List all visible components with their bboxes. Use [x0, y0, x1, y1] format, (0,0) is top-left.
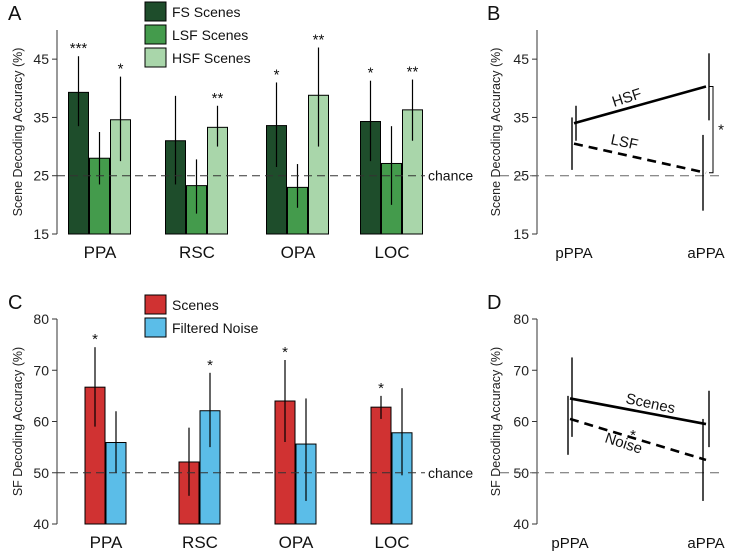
- significance-star: *: [274, 66, 280, 83]
- y-tick-label: 25: [33, 168, 49, 184]
- significance-star: *: [92, 331, 98, 348]
- legend-swatch: [144, 294, 167, 315]
- y-tick-label: 45: [33, 51, 49, 67]
- y-tick-label: 60: [513, 414, 529, 430]
- significance-bracket: [709, 86, 714, 174]
- significance-star: **: [313, 31, 325, 48]
- x-category-label: pPPA: [555, 245, 592, 262]
- y-tick-label: 15: [33, 226, 49, 242]
- y-tick-label: 35: [33, 109, 49, 125]
- panel-letter: D: [487, 292, 501, 314]
- significance-star: *: [630, 427, 636, 444]
- significance-star: *: [118, 61, 124, 78]
- x-category-label: LOC: [375, 243, 410, 262]
- x-category-label: OPA: [279, 533, 314, 552]
- series-line: [573, 85, 707, 125]
- panel-letter: C: [8, 292, 22, 314]
- significance-star: *: [207, 357, 213, 374]
- y-tick-label: 60: [33, 414, 49, 430]
- significance-star: **: [407, 64, 419, 81]
- y-axis-title: SF Decoding Accuracy (%): [489, 347, 503, 496]
- y-tick-label: 50: [33, 465, 49, 481]
- series-label: HSF: [610, 85, 644, 110]
- x-category-label: aPPA: [687, 535, 724, 552]
- x-category-label: OPA: [281, 243, 316, 262]
- y-tick-label: 45: [513, 51, 529, 67]
- x-category-label: PPA: [84, 243, 117, 262]
- series-line: [573, 142, 707, 175]
- y-axis-title: Scene Decoding Accuracy (%): [11, 48, 25, 217]
- y-tick-label: 70: [33, 362, 49, 378]
- legend-label: FS Scenes: [172, 4, 240, 20]
- legend-swatch: [144, 1, 167, 22]
- chance-label: chance: [428, 168, 473, 184]
- y-tick-label: 40: [513, 516, 529, 532]
- series-label: Noise: [603, 430, 645, 458]
- x-category-label: RSC: [179, 243, 215, 262]
- y-axis-title: Scene Decoding Accuracy (%): [489, 48, 503, 217]
- panel-c: 40 50 60 70 80 SF Decoding Accuracy (%) C * PPA *…: [8, 292, 473, 552]
- legend-label: LSF Scenes: [172, 27, 248, 43]
- series-line: [569, 397, 707, 426]
- y-tick-label: 35: [513, 109, 529, 125]
- y-tick-label: 15: [513, 226, 529, 242]
- series-line: [569, 417, 707, 462]
- x-category-label: pPPA: [551, 535, 588, 552]
- legend-label: Filtered Noise: [172, 320, 259, 336]
- y-tick-label: 80: [513, 311, 529, 327]
- legend-swatch: [144, 317, 167, 338]
- legend-label: Scenes: [172, 297, 219, 313]
- significance-star: ***: [70, 40, 88, 57]
- y-axis-title: SF Decoding Accuracy (%): [11, 347, 25, 496]
- x-category-label: LOC: [375, 533, 410, 552]
- panel-letter: A: [8, 3, 22, 25]
- chance-label: chance: [428, 465, 473, 481]
- x-category-label: RSC: [182, 533, 218, 552]
- y-tick-label: 40: [33, 516, 49, 532]
- legend-label: HSF Scenes: [172, 50, 251, 66]
- x-category-label: PPA: [90, 533, 123, 552]
- series-label: LSF: [609, 131, 639, 153]
- y-tick-label: 80: [33, 311, 49, 327]
- bar: [370, 406, 392, 525]
- x-category-label: aPPA: [687, 245, 724, 262]
- significance-star: *: [718, 122, 724, 139]
- panel-letter: B: [487, 3, 500, 25]
- legend-swatch: [144, 24, 167, 45]
- y-tick-label: 70: [513, 362, 529, 378]
- significance-star: *: [282, 344, 288, 361]
- legend-swatch: [144, 47, 167, 68]
- significance-star: *: [378, 380, 384, 397]
- significance-star: *: [368, 65, 374, 82]
- significance-star: **: [212, 90, 224, 107]
